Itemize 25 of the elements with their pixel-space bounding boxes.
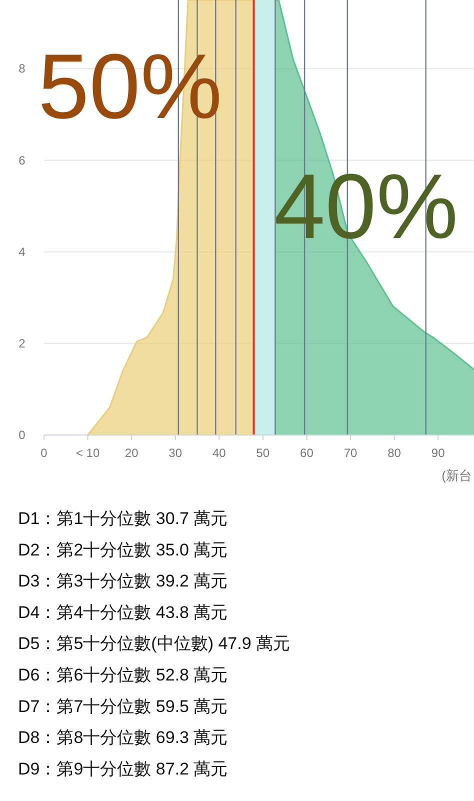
x-tick-label: 70 <box>344 446 358 460</box>
y-tick-label: 8 <box>18 62 26 76</box>
text: D1：第1十分位數 30.7 萬元 <box>18 509 228 528</box>
x-tick-label: 90 <box>431 446 446 460</box>
x-tick-label: 20 <box>124 446 139 460</box>
text: D4：第4十分位數 43.8 萬元 <box>18 602 228 622</box>
x-tick-label: 0 <box>40 446 48 460</box>
text: D7：第7十分位數 59.5 萬元 <box>18 696 228 716</box>
text: D6：第6十分位數 52.8 萬元 <box>18 666 228 684</box>
x-tick-label: 60 <box>300 446 314 460</box>
y-tick-label: 6 <box>18 153 26 168</box>
x-tick-label: 30 <box>168 446 182 460</box>
y-tick-label: 0 <box>18 428 26 442</box>
x-tick-label: 40 <box>212 446 226 460</box>
x-tick-label: 50 <box>256 446 270 460</box>
x-axis-title: (新台 <box>442 468 472 483</box>
text: D5：第5十分位數(中位數) 47.9 萬元 <box>18 634 290 654</box>
text: D8：第8十分位數 69.3 萬元 <box>18 728 228 748</box>
x-tick-label: < 10 <box>76 446 100 460</box>
text: D3：第3十分位數 39.2 萬元 <box>18 572 228 591</box>
text: D2：第2十分位數 35.0 萬元 <box>18 540 228 560</box>
text: D9：第9十分位數 87.2 萬元 <box>18 759 228 778</box>
y-tick-label: 2 <box>18 336 26 350</box>
x-tick-label: 80 <box>388 446 402 460</box>
y-tick-label: 4 <box>18 244 26 259</box>
